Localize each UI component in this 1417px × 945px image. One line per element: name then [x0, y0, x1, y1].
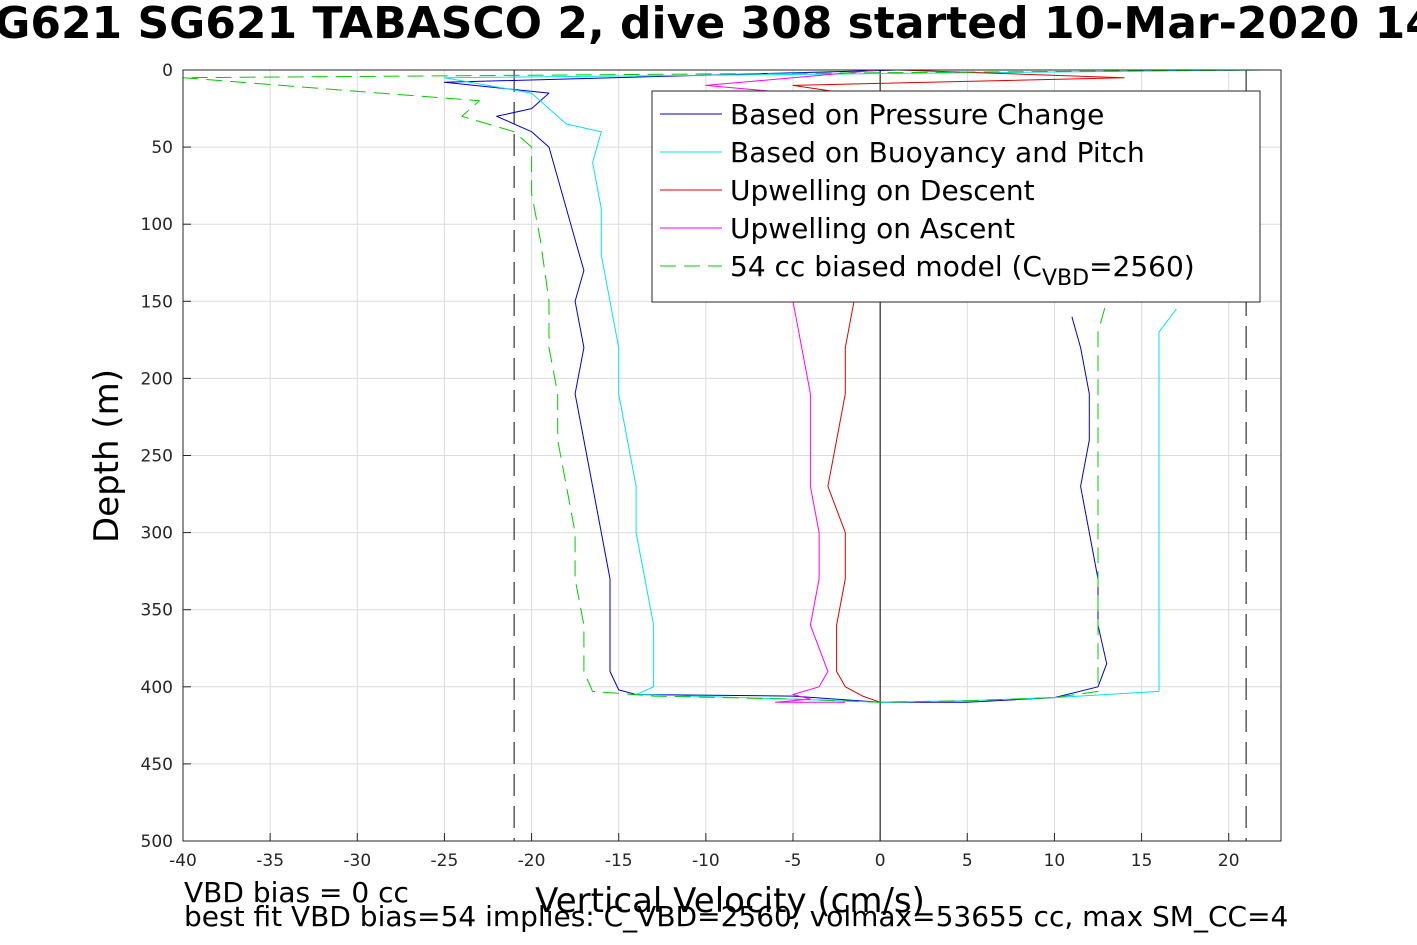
best-fit-note: best fit VBD bias=54 implies: C_VBD=2560…	[184, 900, 1289, 933]
x-axis-label: Vertical Velocity (cm/s)	[535, 881, 925, 921]
y-tick-label: 450	[141, 755, 173, 775]
x-tick-label: -10	[692, 851, 720, 871]
legend-entry-2: Based on Buoyancy and Pitch	[730, 136, 1145, 169]
legend-entry-4: Upwelling on Ascent	[730, 212, 1015, 245]
y-tick-label: 250	[141, 447, 173, 467]
vbd-bias-note: VBD bias = 0 cc	[184, 876, 409, 909]
y-tick-label: 500	[141, 832, 173, 852]
y-tick-label: 350	[141, 601, 173, 621]
y-tick-label: 0	[162, 61, 173, 81]
y-tick-label: 150	[141, 292, 173, 312]
y-tick-label: 400	[141, 678, 173, 698]
x-tick-label: 0	[875, 851, 886, 871]
series-line-3	[792, 69, 1125, 703]
x-tick-label: -25	[431, 851, 459, 871]
x-tick-label: -15	[605, 851, 633, 871]
x-tick-label: -20	[518, 851, 546, 871]
y-tick-label: 200	[141, 369, 173, 389]
x-tick-label: 10	[1044, 851, 1066, 871]
y-tick-label: 50	[151, 138, 173, 158]
series-lines	[182, 69, 1264, 703]
y-axis-label: Depth (m)	[87, 369, 127, 543]
legend-box	[651, 90, 1261, 303]
y-axis-ticks: 0 50 100 150 200 250 300 350 400 450 500	[141, 61, 191, 852]
legend-entry-3: Upwelling on Descent	[730, 174, 1035, 207]
x-tick-label: -5	[785, 851, 802, 871]
series-line-2	[443, 69, 1264, 703]
legend-entry-1: Based on Pressure Change	[730, 98, 1104, 131]
x-tick-label: -35	[256, 851, 284, 871]
x-tick-label: 5	[962, 851, 973, 871]
y-tick-label: 100	[141, 215, 173, 235]
x-axis-ticks: -40 -35 -30 -25 -20 -15 -10 -5 0 5 10 15 20	[169, 833, 1240, 871]
chart-title: SG621 SG621 TABASCO 2, dive 308 started …	[0, 0, 1417, 49]
x-tick-label: -30	[343, 851, 371, 871]
series-line-1	[443, 69, 1108, 703]
series-line-5	[182, 69, 1264, 703]
x-tick-label: -40	[169, 851, 197, 871]
x-tick-label: 15	[1131, 851, 1153, 871]
y-tick-label: 300	[141, 524, 173, 544]
x-tick-label: 20	[1218, 851, 1240, 871]
legend: Based on Pressure Change Based on Buoyanc…	[651, 90, 1261, 303]
